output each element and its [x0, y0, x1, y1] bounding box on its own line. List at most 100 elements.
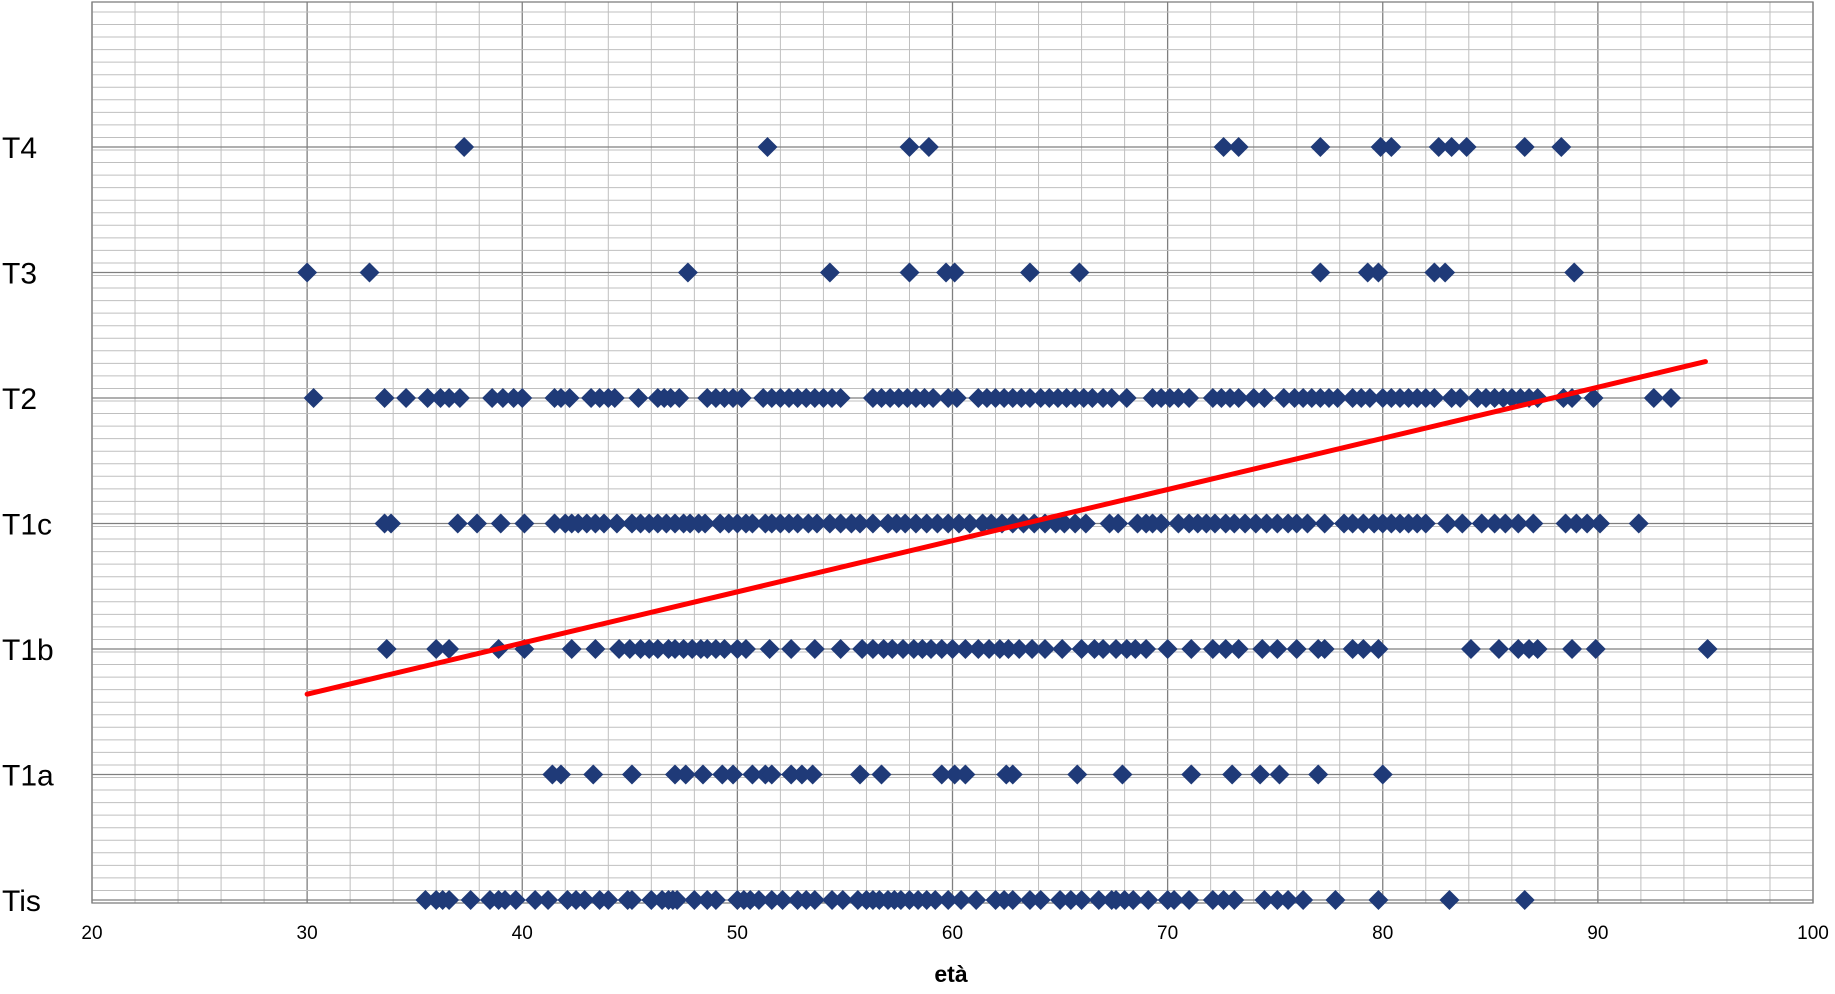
data-point-T2: [1661, 388, 1682, 408]
data-point-T1b: [439, 639, 460, 659]
data-point-T1c: [1245, 513, 1266, 534]
data-point-T2: [396, 388, 417, 408]
data-point-T4: [899, 137, 920, 157]
data-point-T1c: [490, 513, 511, 534]
data-point-T2: [1583, 388, 1604, 408]
data-point-Tis: [1002, 890, 1023, 910]
data-point-T1c: [447, 513, 468, 534]
data-point-T4: [1213, 137, 1234, 157]
data-point-T1a: [1250, 764, 1271, 785]
data-point-T1a: [1372, 764, 1393, 785]
data-point-T1b: [1071, 639, 1092, 659]
data-point-T3: [899, 262, 920, 283]
data-point-T1a: [791, 764, 812, 785]
data-point-T1b: [1508, 639, 1529, 659]
data-point-T2: [923, 388, 944, 408]
data-point-Tis: [1325, 890, 1346, 910]
data-point-T1b: [998, 639, 1019, 659]
data-point-T1b: [1105, 639, 1126, 659]
data-point-T2: [374, 388, 395, 408]
data-point-T1a: [849, 764, 870, 785]
data-point-T1c: [1151, 513, 1172, 534]
y-tick-label-T1b: T1b: [2, 634, 54, 667]
data-point-T4: [757, 137, 778, 157]
data-point-Tis: [1050, 890, 1071, 910]
data-point-T3: [1019, 262, 1040, 283]
x-tick-label-20: 20: [81, 923, 102, 944]
data-point-T1c: [1523, 513, 1544, 534]
data-point-T1b: [862, 639, 883, 659]
data-point-T1b: [1093, 639, 1114, 659]
data-point-T1a: [761, 764, 782, 785]
data-point-T1a: [802, 764, 823, 785]
data-point-Tis: [1439, 890, 1460, 910]
data-point-T1a: [664, 764, 685, 785]
data-point-T1c: [1204, 513, 1225, 534]
data-point-T1b: [1488, 639, 1509, 659]
trendline-group: [304, 359, 1708, 697]
data-point-T1b: [714, 639, 735, 659]
data-point-T1a: [1181, 764, 1202, 785]
data-point-T1c: [514, 513, 535, 534]
data-point-T1a: [675, 764, 696, 785]
data-point-T1c: [905, 513, 926, 534]
data-point-Tis: [1267, 890, 1288, 910]
data-point-T1b: [1215, 639, 1236, 659]
data-point-T1c: [1054, 513, 1075, 534]
data-point-T4: [1456, 137, 1477, 157]
data-point-Tis: [538, 890, 559, 910]
data-point-T4: [1428, 137, 1449, 157]
data-point-T1a: [955, 764, 976, 785]
data-point-T2: [1228, 388, 1249, 408]
data-point-T1c: [1297, 513, 1318, 534]
data-point-T2: [1116, 388, 1137, 408]
data-point-T1a: [1002, 764, 1023, 785]
data-point-T1c: [1471, 513, 1492, 534]
data-point-Tis: [1060, 890, 1081, 910]
data-point-T2: [1273, 388, 1294, 408]
data-point-T1c: [467, 513, 488, 534]
data-point-T2: [1450, 388, 1471, 408]
data-point-T1b: [1125, 639, 1146, 659]
data-point-T1b: [1228, 639, 1249, 659]
x-tick-label-70: 70: [1157, 923, 1178, 944]
data-point-T1c: [1628, 513, 1649, 534]
data-point-T1b: [830, 639, 851, 659]
data-point-T1a: [1308, 764, 1329, 785]
x-tick-label-60: 60: [942, 923, 963, 944]
data-point-Tis: [1179, 890, 1200, 910]
data-point-T1c: [862, 513, 883, 534]
data-point-T1c: [1286, 513, 1307, 534]
x-tick-label-30: 30: [297, 923, 318, 944]
data-point-T2: [1179, 388, 1200, 408]
data-point-T1a: [742, 764, 763, 785]
data-point-Tis: [1278, 890, 1299, 910]
data-point-T1a: [550, 764, 571, 785]
data-point-T1b: [1181, 639, 1202, 659]
data-point-T2: [449, 388, 470, 408]
data-point-T1c: [1577, 513, 1598, 534]
data-point-T1b: [781, 639, 802, 659]
data-point-T1b: [1460, 639, 1481, 659]
data-point-T1b: [1353, 639, 1374, 659]
data-point-Tis: [525, 890, 546, 910]
data-point-T1b: [955, 639, 976, 659]
data-point-Tis: [1254, 890, 1275, 910]
data-point-T1b: [1286, 639, 1307, 659]
data-point-T2: [628, 388, 649, 408]
data-point-Tis: [832, 890, 853, 910]
data-point-Tis: [951, 890, 972, 910]
y-tick-label-T4: T4: [2, 132, 37, 165]
data-point-Tis: [705, 890, 726, 910]
data-point-T1b: [1585, 639, 1606, 659]
data-point-Tis: [1293, 890, 1314, 910]
data-point-T1c: [1437, 513, 1458, 534]
data-point-T2: [482, 388, 503, 408]
data-point-Tis: [1213, 890, 1234, 910]
data-point-T1b: [1562, 639, 1583, 659]
data-point-T4: [1310, 137, 1331, 157]
data-point-T2: [1101, 388, 1122, 408]
data-point-T1c: [1168, 513, 1189, 534]
y-tick-label-Tis: Tis: [2, 885, 41, 918]
